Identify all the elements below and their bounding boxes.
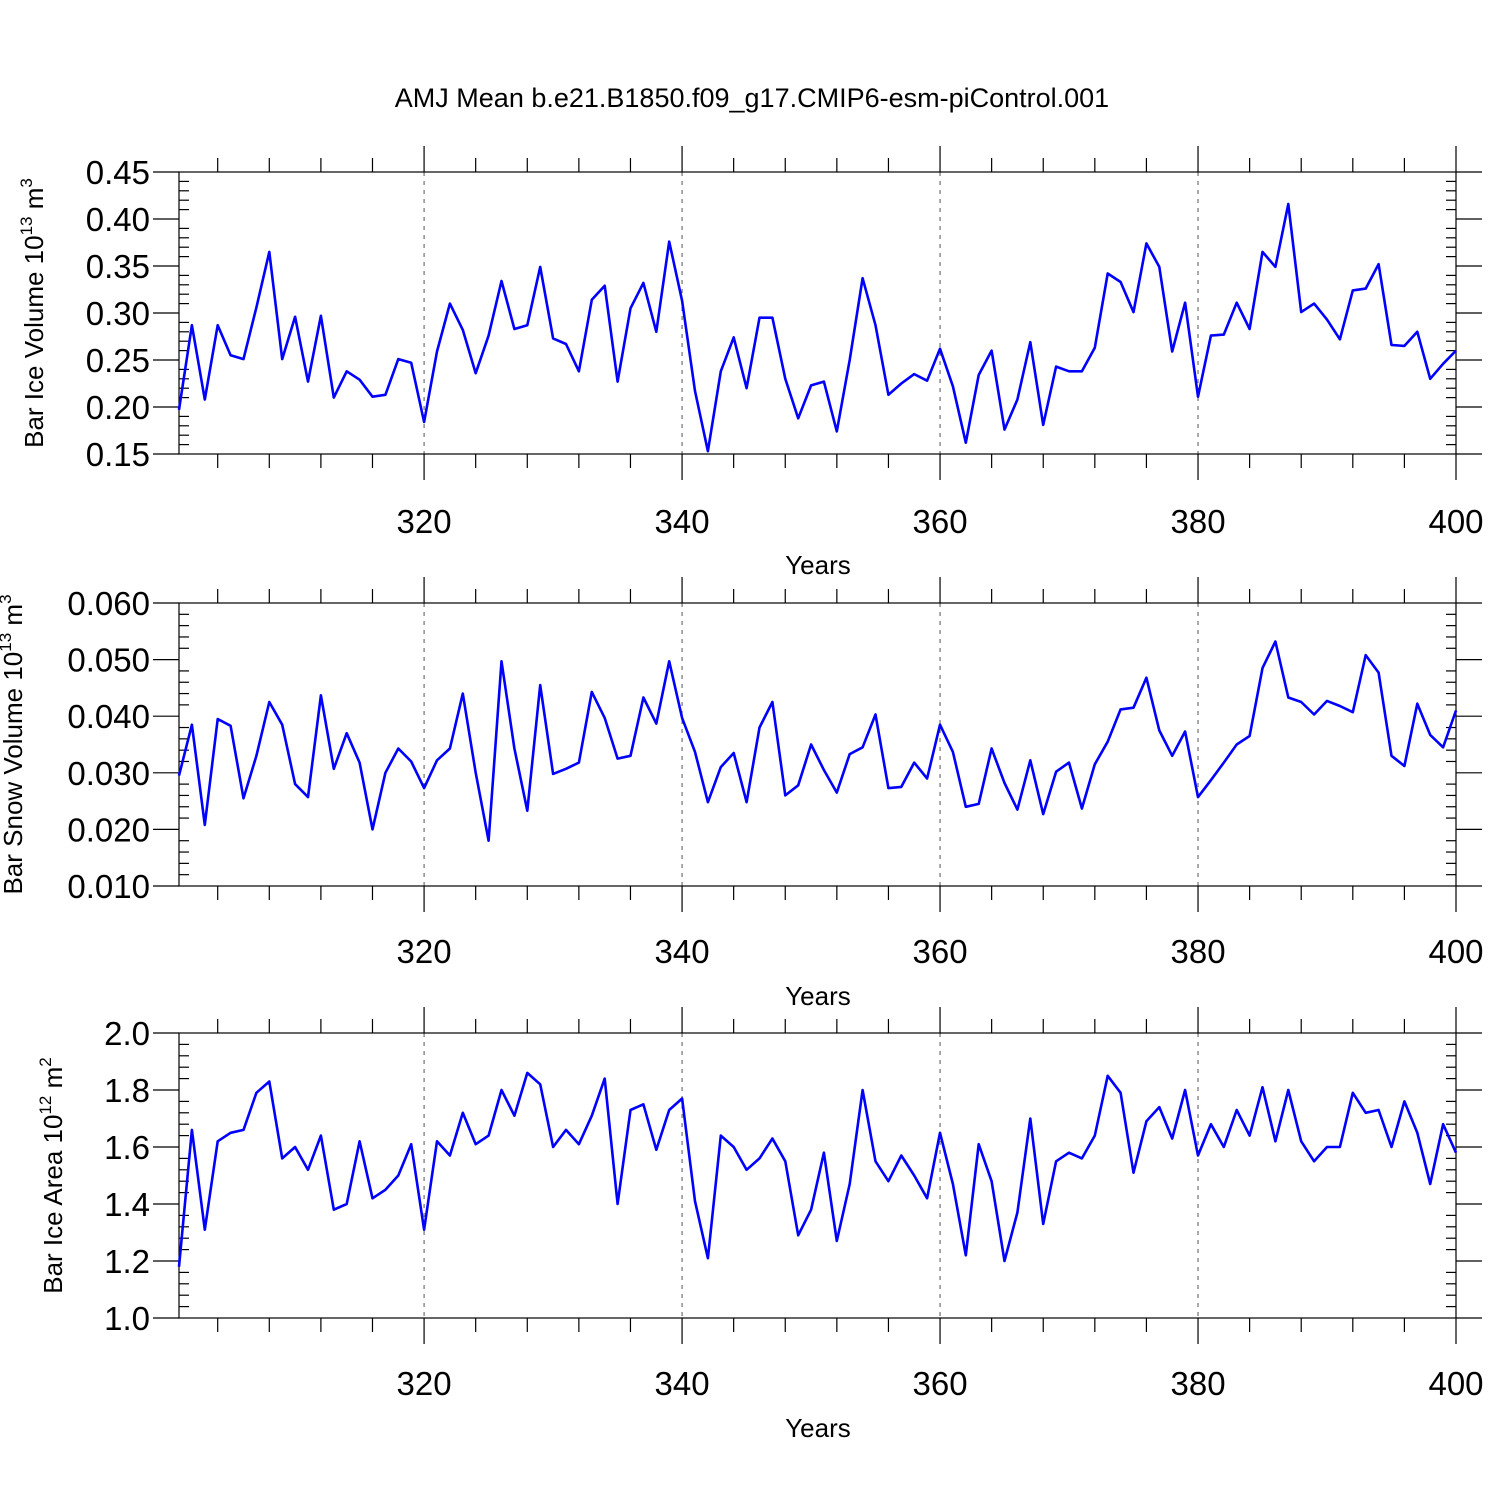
- x-tick-label: 320: [397, 933, 452, 970]
- y-tick-label: 2.0: [104, 1015, 150, 1052]
- y-tick-label: 0.020: [67, 811, 150, 848]
- y-tick-label: 1.6: [104, 1129, 150, 1166]
- series-line-bar-ice-area: [177, 1071, 1458, 1267]
- x-tick-label: 360: [913, 503, 968, 540]
- x-tick-label: 360: [913, 1365, 968, 1402]
- panel-3: 1.0 1.2 1.4 1.6 1.8 2.0 320 340 360 380 400 Years Ba…: [36, 1007, 1484, 1443]
- y-tick-label: 0.15: [86, 436, 150, 473]
- x-tick-label: 320: [397, 503, 452, 540]
- y-tick-label: 0.060: [67, 585, 150, 622]
- y-tick-label: 0.25: [86, 342, 150, 379]
- x-axis-title: Years: [785, 981, 851, 1011]
- series-line-bar-snow-volume: [177, 640, 1458, 843]
- figure-title: AMJ Mean b.e21.B1850.f09_g17.CMIP6-esm-p…: [395, 83, 1109, 113]
- x-tick-label: 340: [655, 933, 710, 970]
- y-axis-title: Bar Ice Area 1012 m2: [36, 1057, 68, 1294]
- panels: 0.15 0.20 0.25 0.30 0.35 0.40 0.45 320 340 360 380…: [0, 146, 1484, 1443]
- x-tick-label: 400: [1428, 933, 1483, 970]
- y-tick-label: 1.0: [104, 1300, 150, 1337]
- x-tick-label: 380: [1170, 933, 1225, 970]
- y-tick-label: 0.40: [86, 201, 150, 238]
- y-tick-label: 0.30: [86, 295, 150, 332]
- y-axis-title: Bar Snow Volume 1013 m3: [0, 594, 28, 894]
- series-line-bar-ice-volume: [177, 202, 1457, 453]
- y-axis-title: Bar Ice Volume 1013 m3: [17, 178, 49, 448]
- y-tick-label: 1.4: [104, 1186, 150, 1223]
- panel-2: 0.010 0.020 0.030 0.040 0.050 0.060 320 340 360 3…: [0, 577, 1484, 1011]
- y-tick-label: 1.2: [104, 1243, 150, 1280]
- x-tick-label: 320: [397, 1365, 452, 1402]
- x-axis-title: Years: [785, 1413, 851, 1443]
- y-tick-label: 1.8: [104, 1072, 150, 1109]
- panel-1: 0.15 0.20 0.25 0.30 0.35 0.40 0.45 320 340 360 380…: [17, 146, 1484, 580]
- x-tick-label: 400: [1428, 1365, 1483, 1402]
- y-tick-label: 0.45: [86, 154, 150, 191]
- x-tick-label: 380: [1170, 1365, 1225, 1402]
- plot-frame: [178, 1032, 1457, 1319]
- x-tick-label: 340: [655, 503, 710, 540]
- y-tick-label: 0.35: [86, 248, 150, 285]
- y-tick-label: 0.050: [67, 642, 150, 679]
- x-tick-label: 400: [1428, 503, 1483, 540]
- y-tick-label: 0.030: [67, 755, 150, 792]
- x-tick-label: 380: [1170, 503, 1225, 540]
- x-tick-label: 340: [655, 1365, 710, 1402]
- y-tick-label: 0.010: [67, 868, 150, 905]
- x-axis-title: Years: [785, 550, 851, 580]
- y-tick-label: 0.040: [67, 698, 150, 735]
- x-tick-label: 360: [913, 933, 968, 970]
- plot-frame: [178, 171, 1457, 455]
- y-tick-label: 0.20: [86, 389, 150, 426]
- plot-frame: [178, 602, 1457, 887]
